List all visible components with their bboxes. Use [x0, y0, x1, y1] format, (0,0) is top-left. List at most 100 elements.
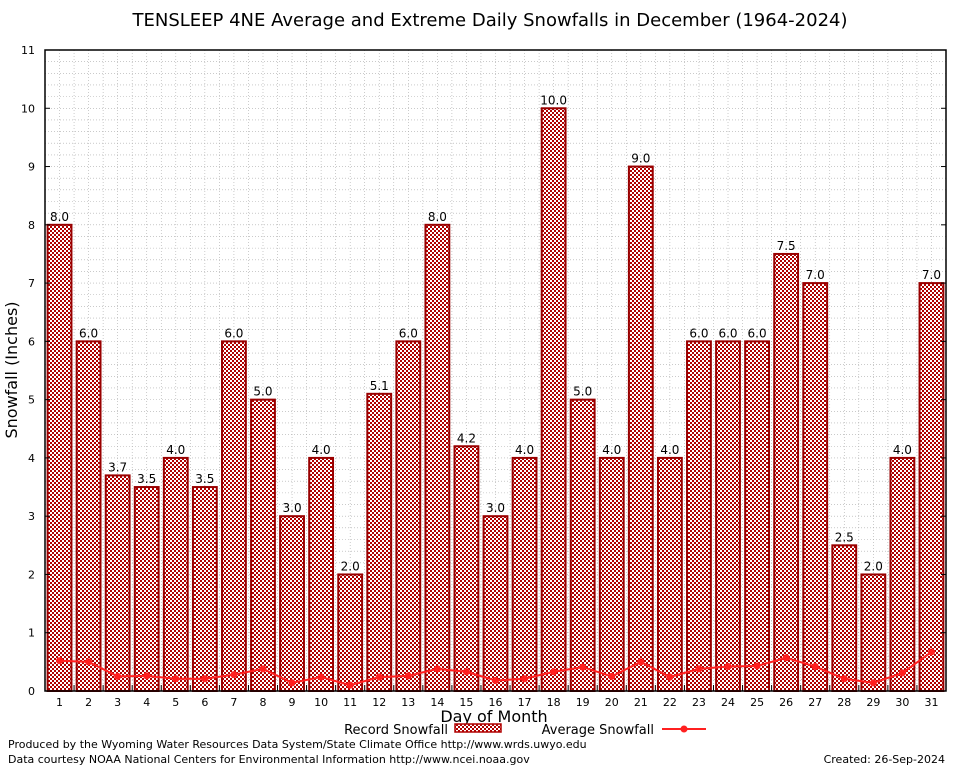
- bar-value-label: 5.0: [253, 385, 272, 399]
- y-axis-label: Snowfall (Inches): [2, 301, 21, 438]
- bar-value-label: 10.0: [540, 93, 567, 107]
- footer-line1: Produced by the Wyoming Water Resources …: [8, 738, 587, 751]
- record-bar: [279, 515, 305, 692]
- average-point: [521, 675, 529, 683]
- average-point: [695, 665, 703, 673]
- x-tick-label: 1: [56, 696, 63, 709]
- average-point: [811, 663, 819, 671]
- record-bar: [918, 282, 945, 692]
- record-bar: [831, 544, 858, 692]
- legend-average-label: Average Snowfall: [542, 723, 654, 738]
- record-bar: [366, 392, 393, 692]
- record-bar: [482, 515, 509, 692]
- average-point: [85, 658, 93, 666]
- x-tick-label: 4: [143, 696, 150, 709]
- x-tick-label: 21: [634, 696, 648, 709]
- record-bar: [598, 456, 625, 692]
- bar-value-label: 8.0: [50, 210, 69, 224]
- x-tick-label: 6: [201, 696, 208, 709]
- average-point: [230, 671, 238, 679]
- y-tick-label: 4: [28, 452, 35, 465]
- legend-record-swatch: [454, 723, 502, 733]
- average-point: [753, 662, 761, 670]
- y-tick-label: 9: [28, 161, 35, 174]
- record-bar: [715, 340, 741, 692]
- average-point: [288, 679, 296, 687]
- record-bar: [569, 398, 596, 692]
- bar-value-label: 3.5: [137, 472, 156, 486]
- average-point: [840, 675, 848, 683]
- x-tick-label: 16: [489, 696, 503, 709]
- x-tick-label: 28: [837, 696, 851, 709]
- average-line: [56, 648, 935, 689]
- record-bar: [308, 456, 335, 692]
- bar-value-label: 2.0: [864, 559, 883, 573]
- average-point: [143, 672, 151, 680]
- bar-value-label: 6.0: [718, 326, 737, 340]
- x-tick-label: 30: [895, 696, 909, 709]
- legend-average-marker: [680, 725, 688, 733]
- record-bar: [104, 474, 131, 692]
- y-tick-label: 7: [28, 277, 35, 290]
- average-point: [898, 669, 906, 677]
- y-tick-label: 2: [28, 568, 35, 581]
- average-point: [782, 654, 790, 662]
- average-point: [492, 677, 499, 685]
- record-bar: [337, 573, 364, 692]
- average-point: [317, 673, 325, 681]
- x-tick-label: 18: [547, 696, 561, 709]
- average-point: [56, 657, 64, 665]
- average-point: [172, 675, 180, 683]
- x-tick-label: 29: [866, 696, 880, 709]
- plot-frame: [44, 49, 947, 692]
- bar-value-label: 4.0: [515, 443, 534, 457]
- bar-value-label: 7.5: [777, 239, 796, 253]
- bar-value-label: 6.0: [224, 326, 243, 340]
- record-bar: [221, 340, 247, 692]
- x-tick-label: 20: [605, 696, 619, 709]
- record-bar: [46, 223, 73, 692]
- x-tick-label: 10: [314, 696, 328, 709]
- x-axis-label: Day of Month: [440, 707, 547, 726]
- record-bar: [162, 456, 189, 692]
- record-bar: [395, 340, 422, 692]
- bar-value-label: 8.0: [428, 210, 447, 224]
- bar-value-label: 4.0: [166, 443, 185, 457]
- x-tick-label: 17: [518, 696, 532, 709]
- bar-value-label: 4.0: [660, 443, 679, 457]
- x-tick-label: 3: [114, 696, 121, 709]
- bar-value-label: 6.0: [79, 326, 98, 340]
- x-tick-label: 9: [289, 696, 296, 709]
- bar-value-label: 7.0: [806, 268, 825, 282]
- record-bar: [627, 165, 654, 692]
- bar-value-label: 6.0: [689, 326, 708, 340]
- bar-value-label: 3.0: [283, 501, 302, 515]
- y-tick-label: 10: [21, 102, 35, 115]
- x-tick-label: 26: [779, 696, 793, 709]
- x-tick-label: 8: [259, 696, 266, 709]
- bar-value-label: 5.0: [573, 385, 592, 399]
- average-point: [259, 665, 267, 673]
- x-tick-label: 14: [430, 696, 444, 709]
- bar-value-label: 5.1: [370, 379, 389, 393]
- average-point: [346, 681, 354, 689]
- record-bar: [453, 445, 480, 692]
- x-tick-label: 11: [343, 696, 357, 709]
- x-tick-label: 7: [230, 696, 237, 709]
- y-tick-label: 6: [28, 335, 35, 348]
- x-tick-label: 24: [721, 696, 735, 709]
- record-bar: [773, 252, 800, 692]
- record-bar: [511, 456, 538, 692]
- average-point: [201, 675, 209, 683]
- x-tick-label: 15: [459, 696, 473, 709]
- bar-value-label: 6.0: [399, 326, 418, 340]
- y-tick-label: 3: [28, 510, 35, 523]
- record-bar: [250, 398, 276, 692]
- record-bar: [133, 486, 160, 692]
- record-bar: [889, 456, 916, 692]
- average-point: [550, 668, 558, 676]
- bar-value-label: 7.0: [922, 268, 941, 282]
- footer-line2: Data courtesy NOAA National Centers for …: [8, 753, 530, 766]
- x-tick-label: 12: [372, 696, 386, 709]
